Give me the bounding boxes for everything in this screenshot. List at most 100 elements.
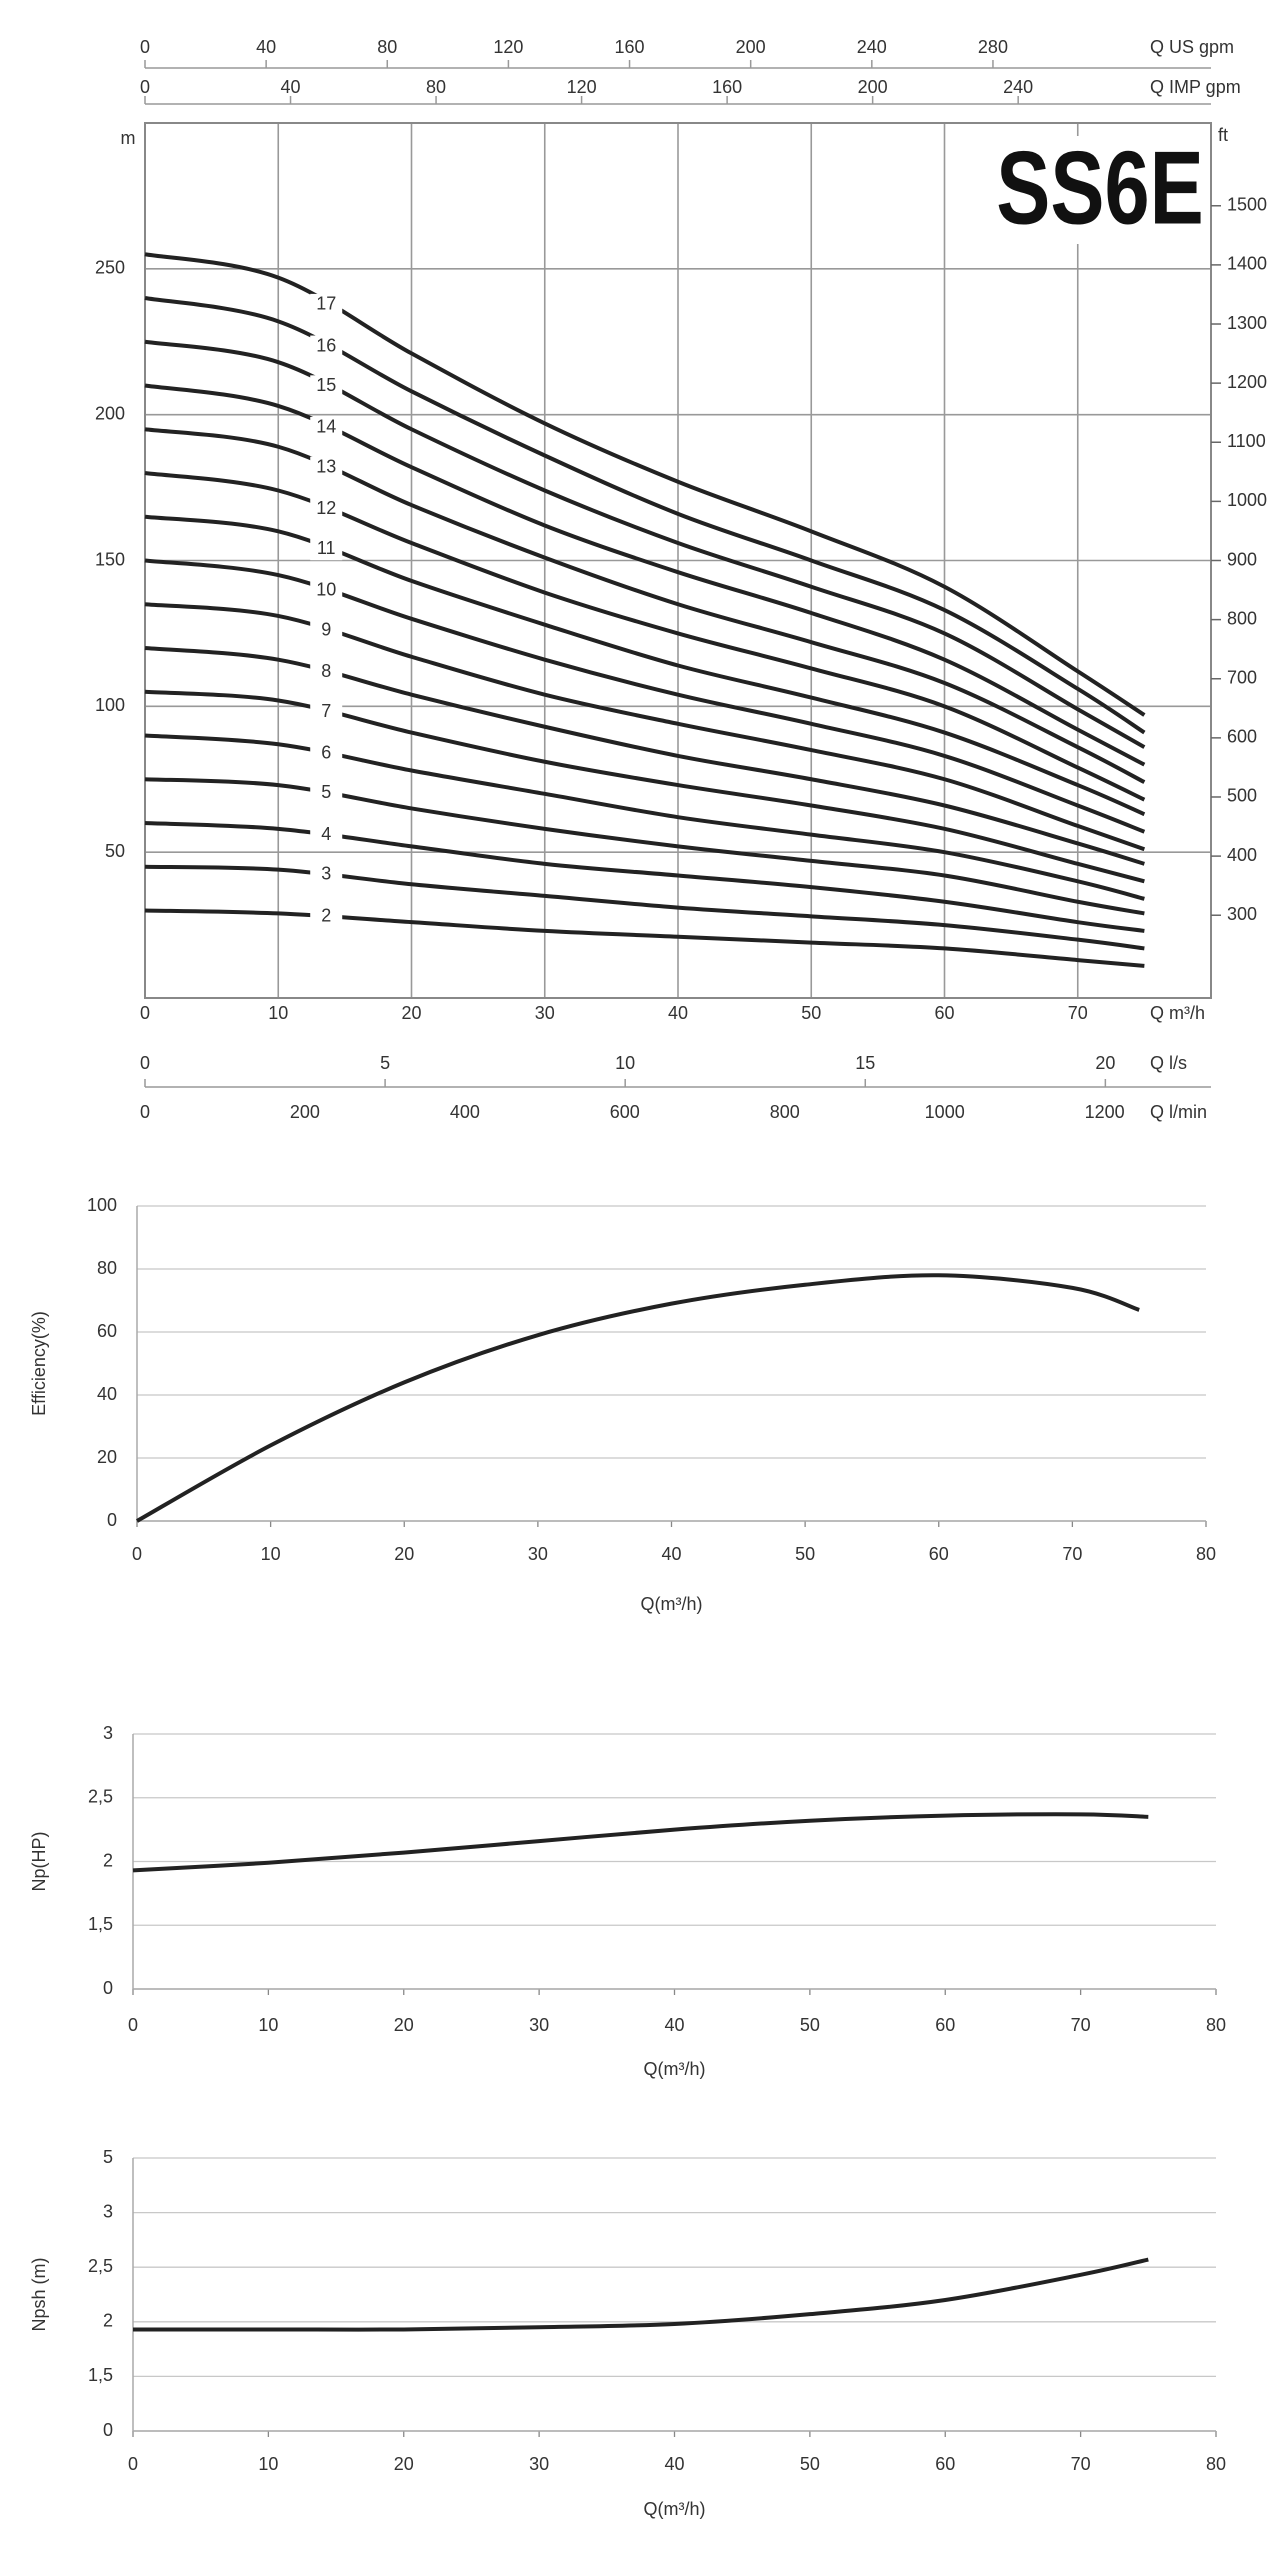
y-tick-label: 40 [97, 1384, 117, 1404]
curve-label: 8 [321, 661, 331, 681]
x-tick-label: 40 [256, 37, 276, 57]
y2-tick-label: 1000 [1227, 490, 1267, 510]
y2-tick-label: 1400 [1227, 254, 1267, 274]
x-tick-label: 10 [258, 2015, 278, 2035]
x-tick-label: 1000 [925, 1102, 965, 1122]
x-tick-label: 120 [567, 77, 597, 97]
y-tick-label: 2 [103, 2311, 113, 2331]
x-tick-label: 50 [800, 2015, 820, 2035]
label-bg [310, 782, 343, 805]
x-axis-label: Q(m³/h) [641, 1594, 703, 1614]
curve [144, 296, 1146, 735]
y-tick-label: 150 [95, 549, 125, 569]
chart: 01,522,530 10 20 30 40 50 60 70 80Q(m³/h)Np(HP) [29, 1723, 1226, 2079]
x-tick-label: 400 [450, 1102, 480, 1122]
axis-label: Q l/min [1150, 1102, 1207, 1122]
axis-label: Q IMP gpm [1150, 77, 1241, 97]
y2-tick-label: 700 [1227, 667, 1257, 687]
x-tick-label: 80 [377, 37, 397, 57]
label-bg [310, 498, 343, 521]
x-tick-label: 10 [615, 1053, 635, 1073]
x-tick-label: 5 [380, 1053, 390, 1073]
label-bg [310, 824, 343, 847]
curve-label: 12 [316, 498, 336, 518]
x-tick-label: 600 [610, 1102, 640, 1122]
x-tick-label: 30 [528, 1544, 548, 1564]
label-bg [310, 416, 343, 439]
x-tick-label: 60 [935, 2454, 955, 2474]
chart: 0 20 40 60 80 100 0 10 20 30 40 50 60 70 80 Q(m³/h) Effi… [29, 1195, 1216, 1614]
x-tick-label: 80 [1196, 1544, 1216, 1564]
label-bg [310, 661, 343, 684]
y-tick-label: 2 [103, 1850, 113, 1870]
x-tick-label: 0 [140, 1102, 150, 1122]
y2-tick-label: 900 [1227, 549, 1257, 569]
label-bg [310, 456, 343, 479]
label-bg [310, 335, 343, 358]
x-tick-label: 30 [529, 2454, 549, 2474]
x-tick-label: 50 [801, 1003, 821, 1023]
curve-label: 11 [317, 538, 336, 558]
axis-label: Q l/s [1150, 1053, 1187, 1073]
x-tick-label: 70 [1062, 1544, 1082, 1564]
curve-label: 13 [316, 457, 336, 477]
y2-tick-label: 800 [1227, 608, 1257, 628]
x-tick-label: 80 [1206, 2454, 1226, 2474]
y2-tick-label: 400 [1227, 845, 1257, 865]
x-tick-label: 240 [857, 37, 887, 57]
y2-tick-label: 1500 [1227, 195, 1267, 215]
label-bg [310, 538, 343, 561]
y-axis-label: Np(HP) [29, 1831, 49, 1891]
y-axis-label: Npsh (m) [29, 2257, 49, 2331]
y-tick-label: 5 [103, 2147, 113, 2167]
x-axis-label: Q(m³/h) [644, 2059, 706, 2079]
label-bg [310, 293, 343, 316]
y-tick-label: 60 [97, 1321, 117, 1341]
x-tick-label: 0 [132, 1544, 142, 1564]
x-tick-label: 20 [401, 1003, 421, 1023]
curve [132, 1812, 1149, 1873]
curve-label: 5 [321, 782, 331, 802]
y2-tick-label: 300 [1227, 904, 1257, 924]
label-bg [310, 863, 343, 886]
x-tick-label: 70 [1068, 1003, 1088, 1023]
x-tick-label: 70 [1071, 2015, 1091, 2035]
x-tick-label: 30 [529, 2015, 549, 2035]
y2-tick-label: 600 [1227, 727, 1257, 747]
curve [144, 558, 1146, 834]
y-tick-label: 2,5 [88, 1787, 113, 1807]
x-axis-label: Q m³/h [1150, 1003, 1205, 1023]
y-tick-label: 100 [87, 1195, 117, 1215]
x-tick-label: 20 [394, 2454, 414, 2474]
y2-tick-label: 1100 [1227, 431, 1266, 451]
curve [144, 777, 1145, 916]
y2-axis-label: ft [1218, 125, 1228, 145]
label-bg [310, 375, 343, 398]
curve [144, 252, 1146, 717]
curve-label: 6 [321, 742, 331, 762]
x-tick-label: 120 [493, 37, 523, 57]
x-tick-label: 50 [800, 2454, 820, 2474]
curve-label: 14 [316, 417, 336, 437]
x-axis-label: Q(m³/h) [644, 2499, 706, 2519]
x-tick-label: 50 [795, 1544, 815, 1564]
curve-label: 15 [316, 375, 336, 395]
y-tick-label: 3 [103, 1723, 113, 1743]
x-tick-label: 10 [258, 2454, 278, 2474]
x-tick-label: 40 [281, 77, 301, 97]
y-axis-label: m [121, 128, 136, 148]
x-tick-label: 40 [664, 2015, 684, 2035]
x-tick-label: 0 [140, 77, 150, 97]
y-tick-label: 100 [95, 695, 125, 715]
x-tick-label: 70 [1071, 2454, 1091, 2474]
x-tick-label: 200 [736, 37, 766, 57]
x-tick-label: 0 [140, 1053, 150, 1073]
x-tick-label: 40 [668, 1003, 688, 1023]
title-bg [1000, 136, 1206, 244]
x-tick-label: 80 [1206, 2015, 1226, 2035]
label-bg [310, 701, 343, 724]
x-tick-label: 800 [770, 1102, 800, 1122]
curve-label: 17 [316, 294, 336, 314]
x-tick-label: 280 [978, 37, 1008, 57]
y2-tick-label: 1200 [1227, 372, 1267, 392]
